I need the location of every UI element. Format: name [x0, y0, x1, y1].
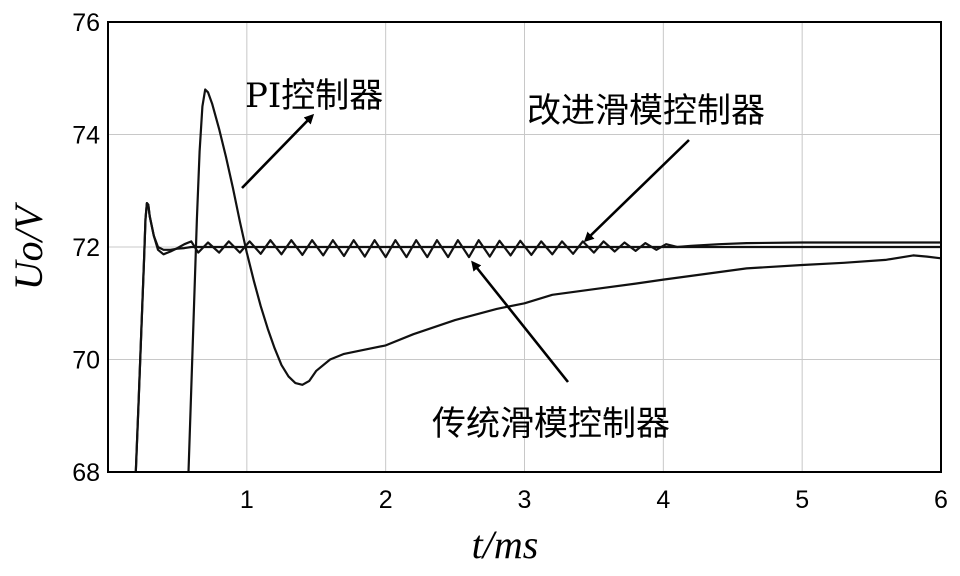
y-tick-label: 70	[72, 347, 100, 375]
x-tick-label: 1	[240, 486, 254, 514]
series-lines	[134, 88, 941, 472]
y-tick-labels: 68 70 72 74 76	[72, 9, 100, 487]
x-tick-label: 4	[656, 486, 670, 514]
y-tick-label: 76	[72, 9, 100, 37]
annotation-arrow	[241, 113, 315, 189]
series-line-3	[134, 202, 941, 472]
annotation-label: 传统滑模控制器	[432, 404, 670, 444]
annotation-label: 改进滑模控制器	[527, 91, 765, 131]
y-tick-label: 72	[72, 234, 100, 262]
y-tick-label: 74	[72, 122, 100, 150]
x-tick-label: 2	[379, 486, 393, 514]
x-tick-label: 3	[518, 486, 532, 514]
annotation-label: PI控制器	[245, 76, 383, 116]
series-line-1	[187, 88, 941, 472]
x-tick-label: 6	[934, 486, 948, 514]
annotation-arrow	[471, 260, 570, 383]
x-axis-label: t/ms	[472, 522, 539, 567]
y-axis-label: Uo/V	[6, 201, 51, 290]
annotation-arrow	[583, 139, 690, 243]
x-tick-labels: 1 2 3 4 5 6	[240, 486, 948, 514]
x-tick-label: 5	[795, 486, 809, 514]
plot-frame	[107, 21, 942, 473]
y-tick-label: 68	[72, 459, 100, 487]
